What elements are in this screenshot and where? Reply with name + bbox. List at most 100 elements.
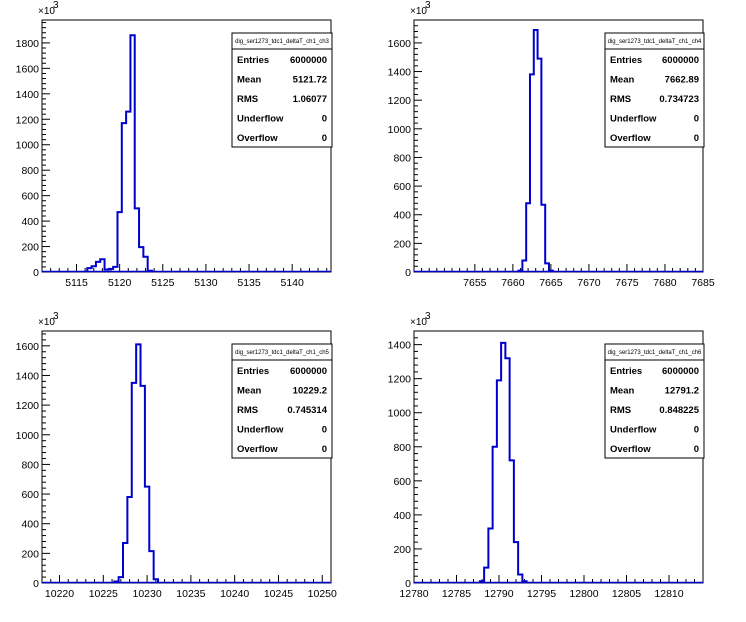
chart-4-y-tick-label: 0: [405, 578, 411, 590]
chart-3-histogram-line: [113, 343, 160, 583]
chart-4-stats-value: 12791.2: [665, 386, 699, 397]
chart-3-x-tick-label: 10220: [45, 588, 74, 600]
chart-3-stats-box: dig_ser1273_tdc1_deltaT_ch1_ch5 Entries 60…: [231, 343, 333, 459]
chart-2-y-multiplier-exponent: 3: [425, 0, 431, 11]
chart-1-stats-label: Overflow: [237, 133, 278, 144]
chart-1-x-tick-label: 5120: [108, 277, 132, 289]
chart-3-stats-label: Entries: [237, 366, 269, 377]
chart-4-y-multiplier: ×10: [410, 317, 427, 328]
chart-1-x-tick-label: 5115: [65, 277, 88, 289]
chart-1-y-tick-label: 0: [33, 267, 39, 279]
chart-1-x-tick-label: 5140: [280, 277, 304, 289]
chart-3-stats-label: RMS: [237, 405, 258, 416]
chart-4-stats-box: dig_ser1273_tdc1_deltaT_ch1_ch6 Entries 60…: [604, 343, 705, 459]
chart-1-stats-box: dig_ser1273_tdc1_deltaT_ch1_ch3 Entries 60…: [231, 32, 333, 148]
chart-2-stats-label: Underflow: [610, 114, 657, 125]
chart-3-stats-label: Mean: [237, 386, 261, 397]
chart-1-x-tick-label: 5130: [194, 277, 218, 289]
chart-3-stats-value: 10229.2: [293, 386, 327, 397]
chart-2-stats-value: 0.734723: [659, 94, 699, 105]
chart-2-stats-label: RMS: [610, 94, 631, 105]
chart-2-x-tick-label: 7665: [539, 277, 563, 289]
chart-1-y-tick-label: 1400: [16, 89, 40, 101]
chart-4-x-tick-label: 12805: [612, 588, 641, 600]
chart-4-x-tick-label: 12810: [654, 588, 683, 600]
chart-1-y-tick-label: 1000: [16, 140, 40, 152]
chart-4-stats-label: Underflow: [610, 425, 657, 436]
chart-3-stats-label: Overflow: [237, 444, 278, 455]
chart-2-y-tick-label: 1200: [388, 95, 412, 107]
chart-3-y-tick-label: 600: [21, 489, 39, 501]
chart-2-stats-title-box: [604, 32, 705, 50]
chart-1-bin: [126, 112, 130, 272]
chart-4-stats-value: 0: [694, 425, 699, 436]
chart-3-stats-value: 0.745314: [287, 405, 327, 416]
chart-2-x-tick-label: 7680: [653, 277, 677, 289]
chart-4-y-tick-label: 800: [393, 442, 411, 454]
chart-3-x-tick-label: 10230: [132, 588, 161, 600]
chart-2-y-tick-label: 1600: [388, 38, 412, 50]
chart-3-stats-value: 0: [322, 425, 327, 436]
chart-3-y-multiplier-exponent: 3: [53, 311, 59, 322]
chart-2-stats-title: dig_ser1273_tdc1_deltaT_ch1_ch4: [608, 39, 702, 45]
chart-1-pad: 5115 5120 5125 5130 5135 5140 0 200 400 600 800 100…: [16, 0, 333, 289]
chart-3-y-tick-label: 200: [21, 548, 39, 560]
chart-1-y-tick-label: 600: [21, 191, 39, 203]
chart-1-histogram-line: [86, 34, 153, 272]
chart-4-stats-value: 6000000: [662, 366, 699, 377]
chart-1-y-tick-label: 1200: [16, 114, 40, 126]
chart-3-y-multiplier: ×10: [38, 317, 55, 328]
chart-3-y-tick-label: 800: [21, 459, 39, 471]
chart-3-x-tick-label: 10225: [89, 588, 118, 600]
chart-4-stats-label: RMS: [610, 405, 631, 416]
chart-3-y-tick-label: 1600: [16, 341, 40, 353]
chart-3-stats-label: Underflow: [237, 425, 284, 436]
chart-4-pad: 12780 12785 12790 12795 12800 12805 12810 0 200 4…: [388, 311, 705, 600]
chart-3-y-tick-label: 0: [33, 578, 39, 590]
chart-4-x-tick-label: 12800: [569, 588, 598, 600]
chart-1-stats-box-frame: [231, 32, 333, 148]
chart-1-y-multiplier: ×10: [38, 6, 55, 17]
chart-1-y-tick-label: 800: [21, 165, 39, 177]
chart-3-x-tick-label: 10240: [220, 588, 249, 600]
chart-4-y-tick-label: 1200: [388, 374, 412, 386]
chart-4-y-multiplier-exponent: 3: [425, 311, 431, 322]
chart-2-stats-box: dig_ser1273_tdc1_deltaT_ch1_ch4 Entries 60…: [604, 32, 705, 148]
chart-2-stats-box-frame: [604, 32, 705, 148]
chart-3-x-tick-label: 10245: [264, 588, 293, 600]
chart-2-y-tick-label: 1400: [388, 67, 412, 79]
chart-4-histogram-line: [478, 341, 528, 583]
chart-2-y-tick-label: 1000: [388, 124, 412, 136]
chart-4-y-tick-label: 1000: [388, 408, 412, 420]
chart-4-stats-label: Entries: [610, 366, 642, 377]
chart-4-stats-label: Mean: [610, 386, 634, 397]
chart-4-y-tick-label: 400: [393, 510, 411, 522]
chart-1-stats-label: Mean: [237, 75, 261, 86]
chart-4-stats-title-box: [604, 343, 705, 361]
chart-2-stats-label: Overflow: [610, 133, 651, 144]
chart-1-stats-title: dig_ser1273_tdc1_deltaT_ch1_ch3: [235, 39, 329, 45]
chart-1-y-tick-label: 1600: [16, 63, 40, 75]
chart-3-stats-value: 6000000: [290, 366, 327, 377]
chart-4-x-tick-label: 12785: [442, 588, 471, 600]
chart-2-x-tick-label: 7670: [577, 277, 601, 289]
chart-2-histogram-line: [517, 29, 554, 272]
chart-3-pad: 10220 10225 10230 10235 10240 10245 10250 0 200 4…: [16, 311, 337, 600]
chart-3-y-tick-label: 1400: [16, 370, 40, 382]
chart-2-x-tick-label: 7655: [463, 277, 487, 289]
chart-1-stats-label: RMS: [237, 94, 258, 105]
chart-2-stats-value: 7662.89: [665, 75, 699, 86]
chart-2-y-multiplier: ×10: [410, 6, 427, 17]
chart-4-stats-box-frame: [604, 343, 705, 459]
chart-2-stats-value: 6000000: [662, 55, 699, 66]
chart-2-stats-label: Mean: [610, 75, 634, 86]
chart-4-y-tick-label: 200: [393, 544, 411, 556]
chart-3-stats-title: dig_ser1273_tdc1_deltaT_ch1_ch5: [235, 350, 329, 356]
chart-1-stats-value: 6000000: [290, 55, 327, 66]
chart-3-x-tick-label: 10250: [308, 588, 337, 600]
chart-3-stats-value: 0: [322, 444, 327, 455]
chart-4-stats-value: 0: [694, 444, 699, 455]
chart-1-y-tick-label: 1800: [16, 38, 40, 50]
chart-1-stats-label: Underflow: [237, 114, 284, 125]
